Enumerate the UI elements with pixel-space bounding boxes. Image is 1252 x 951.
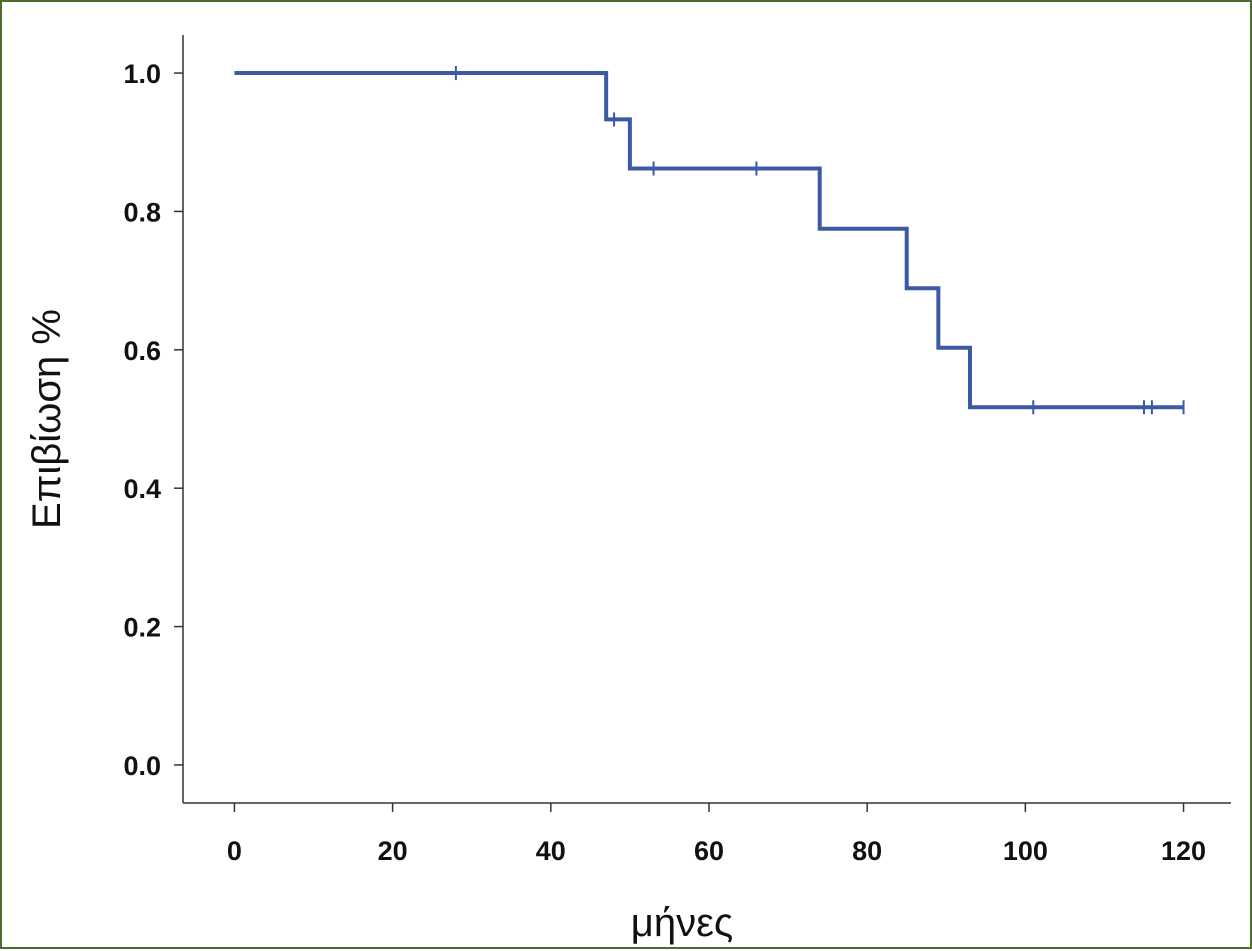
x-tick-label: 40 bbox=[536, 836, 566, 866]
y-tick-label: 0.0 bbox=[123, 751, 161, 781]
censor-marks bbox=[454, 66, 1185, 415]
y-tick-label: 1.0 bbox=[123, 59, 161, 89]
y-tick-label: 0.2 bbox=[123, 613, 161, 643]
x-tick-label: 120 bbox=[1161, 836, 1206, 866]
axes bbox=[182, 35, 1231, 804]
x-tick-label: 0 bbox=[227, 836, 242, 866]
x-tick-label: 100 bbox=[1003, 836, 1048, 866]
x-ticks: 0 20 40 60 80 100 120 bbox=[227, 803, 1206, 866]
survival-curve bbox=[234, 71, 1184, 410]
y-ticks: 0.0 0.2 0.4 0.6 0.8 1.0 bbox=[123, 59, 183, 781]
x-axis-title: μήνες bbox=[631, 901, 733, 945]
x-tick-label: 60 bbox=[694, 836, 724, 866]
y-tick-label: 0.4 bbox=[123, 474, 161, 504]
y-axis-title: Επιβίωση % bbox=[25, 309, 69, 529]
x-tick-label: 20 bbox=[378, 836, 408, 866]
y-tick-label: 0.6 bbox=[123, 336, 161, 366]
y-tick-label: 0.8 bbox=[123, 197, 161, 227]
x-tick-label: 80 bbox=[852, 836, 882, 866]
